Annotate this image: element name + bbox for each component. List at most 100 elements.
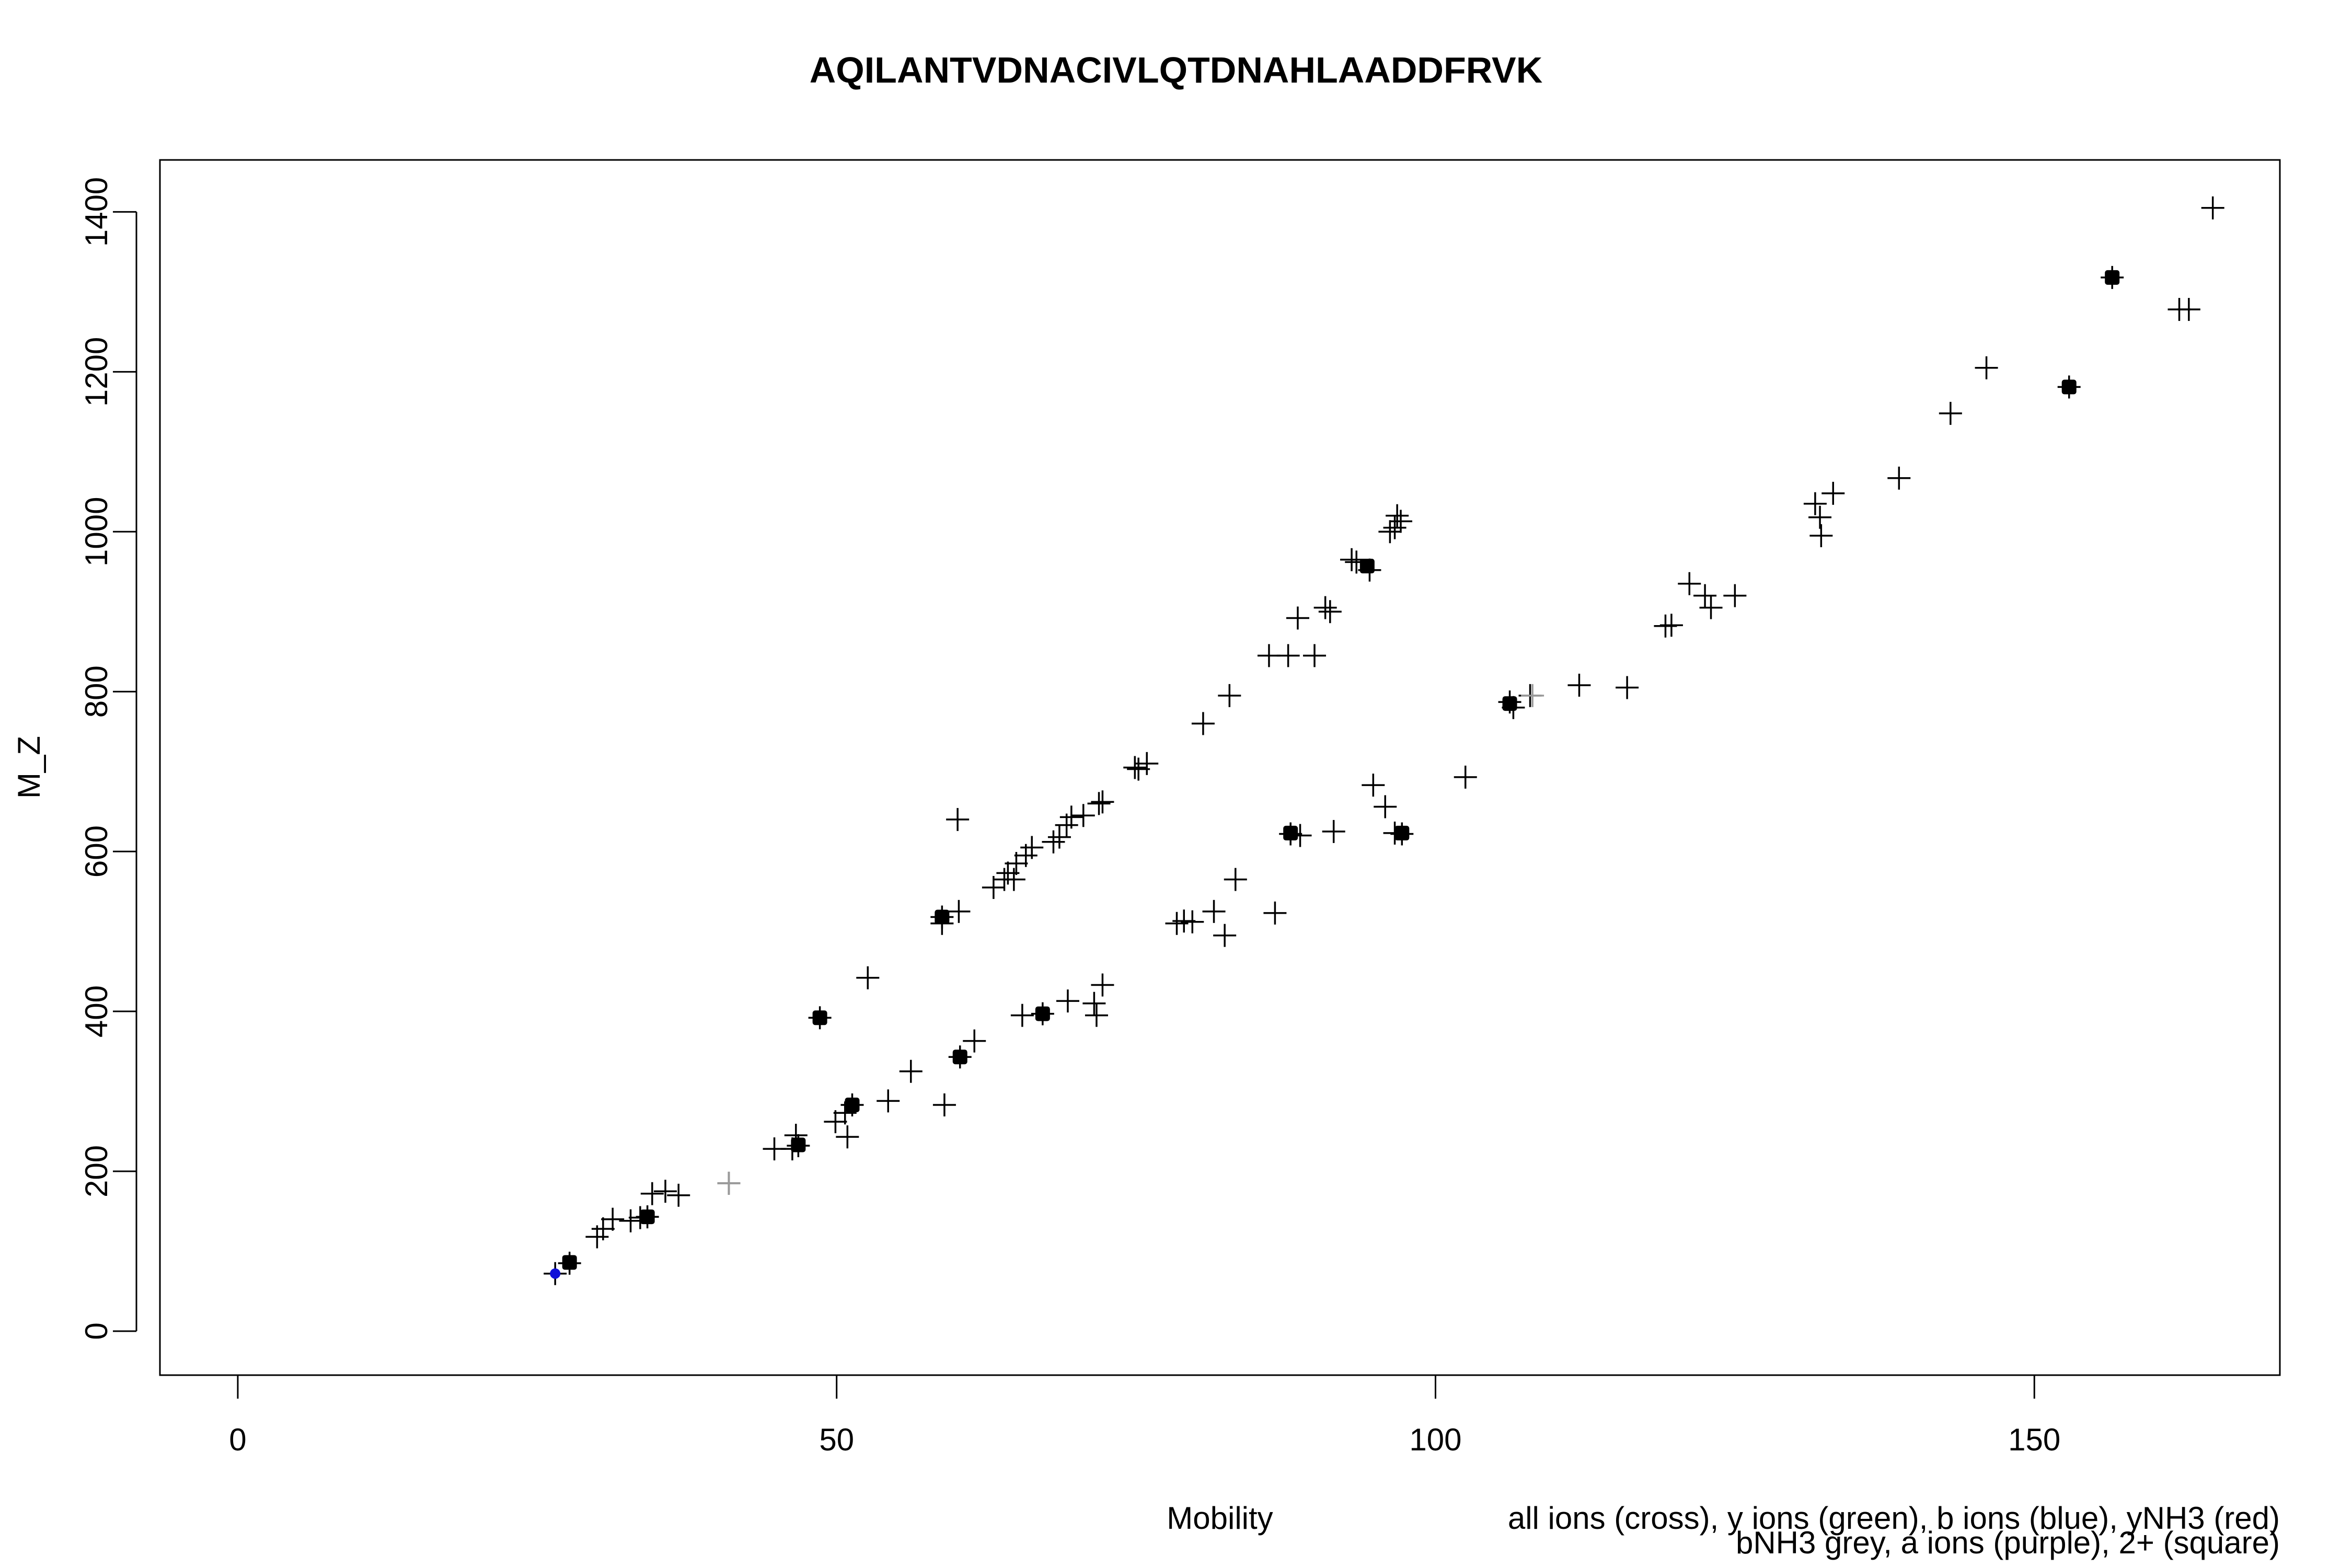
- data-point: [947, 900, 971, 923]
- data-point: [1213, 924, 1237, 947]
- data-point: [856, 966, 880, 989]
- y-tick-label: 600: [79, 825, 114, 878]
- legend-line-1: all ions (cross), y ions (green), b ions…: [1508, 1501, 2280, 1536]
- data-point: [899, 1059, 923, 1083]
- data-points: [544, 196, 2224, 1285]
- data-point-square: [2061, 379, 2077, 395]
- data-point-square: [1502, 696, 1517, 711]
- data-point: [836, 1125, 859, 1149]
- data-point: [1123, 756, 1147, 779]
- data-point: [1042, 830, 1065, 854]
- data-point: [1002, 868, 1025, 891]
- data-point-square: [2105, 270, 2120, 285]
- y-tick-label: 1000: [79, 497, 114, 567]
- y-tick-label: 800: [79, 665, 114, 718]
- data-point: [963, 1029, 986, 1053]
- data-point: [1263, 901, 1287, 925]
- data-point-square: [640, 1209, 655, 1225]
- data-point: [1378, 520, 1402, 544]
- data-point: [619, 1209, 642, 1232]
- data-point: [1521, 684, 1544, 707]
- data-point: [824, 1110, 847, 1134]
- legend-line-2: bNH3 grey, a ions (purple), 2+ (square): [1736, 1525, 2280, 1560]
- data-point: [1939, 401, 1962, 425]
- y-tick-label: 1400: [79, 177, 114, 247]
- x-axis: 0 50 100 150: [229, 1374, 2060, 1457]
- data-point-square: [935, 909, 950, 925]
- data-point: [1020, 836, 1044, 859]
- data-point-square: [1359, 559, 1375, 574]
- x-tick-label: 100: [1409, 1422, 1461, 1457]
- data-point: [654, 1180, 677, 1203]
- series-3-dot: [550, 1268, 561, 1279]
- data-point: [717, 1171, 741, 1195]
- data-point: [1975, 356, 1998, 379]
- data-point: [1091, 973, 1114, 997]
- data-point: [1803, 492, 1827, 515]
- data-point: [877, 1089, 900, 1113]
- data-point-square: [1394, 825, 1410, 840]
- data-point-square: [1283, 825, 1298, 840]
- data-point: [1389, 510, 1413, 533]
- data-point-square: [1035, 1006, 1050, 1021]
- data-point: [1191, 712, 1215, 735]
- data-point: [1678, 572, 1701, 595]
- data-point: [667, 1183, 690, 1207]
- data-point: [1135, 752, 1159, 775]
- data-point: [1809, 524, 1833, 547]
- data-point: [1202, 900, 1226, 923]
- data-point: [1286, 606, 1309, 630]
- data-point: [1699, 596, 1723, 619]
- series-2-cross: [717, 684, 1544, 1195]
- data-point: [932, 1093, 956, 1116]
- data-point: [1085, 1004, 1108, 1027]
- data-point: [1071, 804, 1095, 827]
- data-point: [1374, 795, 1397, 818]
- data-point: [1821, 481, 1845, 505]
- data-point: [1887, 466, 1911, 490]
- y-tick-label: 1200: [79, 337, 114, 407]
- x-axis-label: Mobility: [1167, 1501, 1273, 1536]
- data-point: [1616, 676, 1639, 699]
- data-point: [640, 1182, 664, 1205]
- data-point-square: [845, 1097, 860, 1112]
- data-point-dot: [550, 1268, 561, 1279]
- data-point: [1567, 673, 1591, 697]
- y-tick-label: 0: [79, 1322, 114, 1340]
- data-point: [1181, 910, 1204, 933]
- data-point: [1010, 1004, 1034, 1027]
- data-point: [1087, 792, 1111, 815]
- data-point: [1362, 774, 1385, 797]
- data-point: [1091, 790, 1114, 814]
- data-point-square: [812, 1010, 827, 1025]
- data-point: [1059, 805, 1083, 829]
- data-point: [1276, 644, 1300, 667]
- data-point: [1386, 504, 1409, 527]
- data-point: [1047, 825, 1071, 849]
- data-point: [1082, 991, 1106, 1015]
- data-point-square: [791, 1137, 806, 1152]
- data-point: [1303, 644, 1327, 667]
- data-point: [1723, 584, 1747, 607]
- data-point: [1659, 614, 1683, 637]
- data-point: [1454, 765, 1477, 789]
- data-point: [1340, 548, 1364, 571]
- data-point: [601, 1207, 625, 1231]
- series-1-square: [562, 270, 2120, 1270]
- data-point-square: [562, 1255, 577, 1270]
- data-point: [1322, 820, 1345, 843]
- data-point-square: [952, 1050, 967, 1065]
- data-point: [1318, 600, 1342, 624]
- y-axis: 0 200 400 600 800 1000 1200 1400: [79, 177, 137, 1340]
- data-point: [1693, 584, 1717, 607]
- data-point: [1218, 684, 1241, 707]
- data-point: [2177, 298, 2200, 321]
- chart-title: AQILANTVDNACIVLQTDNAHLAADDFRVK: [810, 50, 1543, 90]
- data-point: [591, 1217, 615, 1241]
- data-point: [1056, 989, 1079, 1013]
- x-tick-label: 0: [229, 1422, 246, 1457]
- y-tick-label: 400: [79, 985, 114, 1037]
- data-point: [1808, 505, 1832, 529]
